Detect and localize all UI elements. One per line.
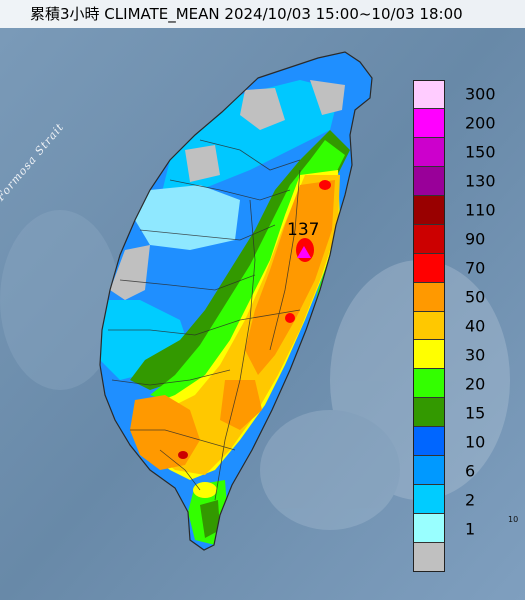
legend-tick-label: 50: [465, 287, 486, 307]
legend-tick-label: 20: [465, 374, 486, 394]
legend-tick-label: 40: [465, 316, 486, 336]
legend-swatch: [413, 253, 445, 283]
legend-tick-label: 1: [465, 519, 476, 539]
legend-tick-label: 130: [465, 171, 496, 191]
island-outline: [99, 51, 373, 551]
legend-tick-label: 2: [465, 490, 476, 510]
legend-tick-label: 15: [465, 403, 486, 423]
legend-frame: [413, 80, 445, 572]
legend-tick-label: 110: [465, 200, 496, 220]
legend-tick-label: 150: [465, 142, 496, 162]
legend-tick-label: 300: [465, 84, 496, 104]
rainfall-legend: 300 200 150 130 110 90 70 50 40 30 20 15 10 6 2 1: [413, 80, 523, 572]
legend-swatch: [413, 311, 445, 341]
legend-swatch: [413, 485, 445, 515]
legend-swatch: [413, 340, 445, 370]
legend-tick-label: 200: [465, 113, 496, 133]
legend-tick-label: 10: [465, 432, 486, 452]
legend-swatch: [413, 166, 445, 196]
legend-tick-label: 6: [465, 461, 476, 481]
legend-tick-label: 90: [465, 229, 486, 249]
legend-swatch: [413, 369, 445, 399]
peak-triangle-icon: [297, 246, 311, 258]
legend-swatch: [413, 456, 445, 486]
legend-swatch: [413, 80, 445, 109]
legend-swatch: [413, 224, 445, 254]
legend-tick-label: 30: [465, 345, 486, 365]
county-boundaries: [108, 139, 301, 501]
edge-label: 10: [508, 515, 519, 524]
legend-swatch: [413, 108, 445, 138]
legend-swatch: [413, 427, 445, 457]
rainfall-fill: [100, 52, 372, 550]
map-title: 累積3小時 CLIMATE_MEAN 2024/10/03 15:00~10/0…: [0, 0, 525, 28]
legend-swatch: [413, 282, 445, 312]
legend-swatch: [413, 398, 445, 428]
peak-value-label: 137: [287, 220, 320, 240]
legend-swatch: [413, 195, 445, 225]
legend-swatch: [413, 514, 445, 544]
legend-tick-label: 70: [465, 258, 486, 278]
legend-swatch: [413, 137, 445, 167]
